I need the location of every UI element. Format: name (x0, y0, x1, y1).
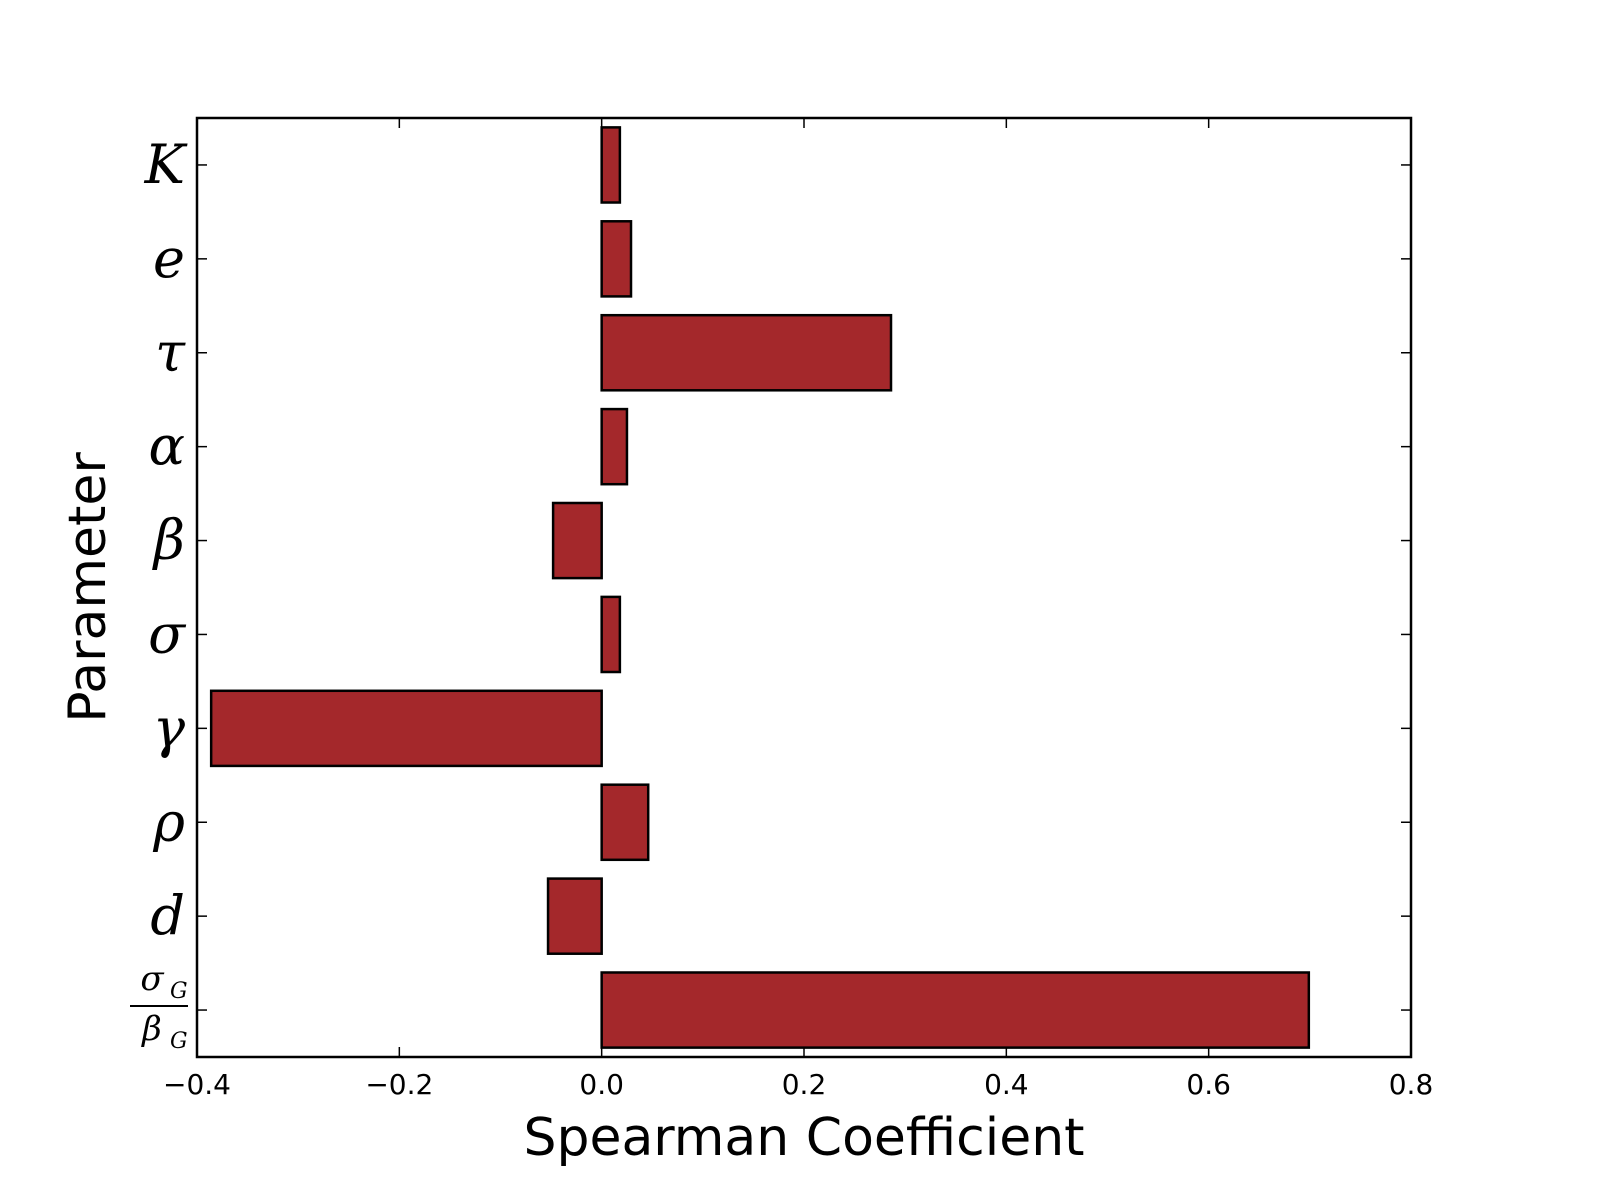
y-tick-label-fraction: σ Gβ G (130, 959, 188, 1054)
y-tick-label: σ (148, 602, 187, 665)
y-tick-label: e (153, 227, 185, 290)
fraction-denominator-subscript: G (170, 1029, 188, 1054)
x-tick-label: 0.6 (1186, 1068, 1231, 1101)
bar-9 (600, 971, 1311, 1049)
y-tick-label: τ (155, 321, 186, 384)
bar-4 (551, 501, 603, 580)
x-tick-label: −0.4 (163, 1068, 231, 1101)
fraction-numerator: σ (140, 959, 164, 999)
bar-2 (600, 313, 893, 392)
y-axis-title: Parameter (58, 452, 118, 723)
bars-group (209, 126, 1311, 1049)
bar-8 (546, 877, 603, 955)
bar-7 (600, 783, 650, 862)
bar-3 (600, 407, 629, 486)
y-tick-label: β (152, 509, 185, 572)
y-tick-label: α (149, 415, 185, 478)
x-tick-label: 0.8 (1389, 1068, 1434, 1101)
x-tick-label: 0.2 (782, 1068, 827, 1101)
plot-frame (195, 116, 1413, 1059)
bar-1 (600, 220, 633, 298)
x-tick-label: 0.0 (579, 1068, 624, 1101)
fraction-numerator-subscript: G (170, 979, 188, 1004)
x-tick-label: 0.4 (984, 1068, 1029, 1101)
y-tick-label: γ (153, 696, 186, 759)
x-axis-title: Spearman Coefficient (523, 1108, 1084, 1168)
bar-0 (600, 126, 622, 204)
fraction-denominator: β (140, 1009, 162, 1049)
y-tick-label: ρ (152, 790, 185, 853)
x-tick-label: −0.2 (365, 1068, 433, 1101)
ticks-group (196, 118, 1412, 1057)
y-tick-label: K (144, 133, 188, 196)
y-tick-label: d (150, 884, 185, 947)
bar-6 (209, 689, 603, 768)
bar-5 (600, 595, 622, 674)
